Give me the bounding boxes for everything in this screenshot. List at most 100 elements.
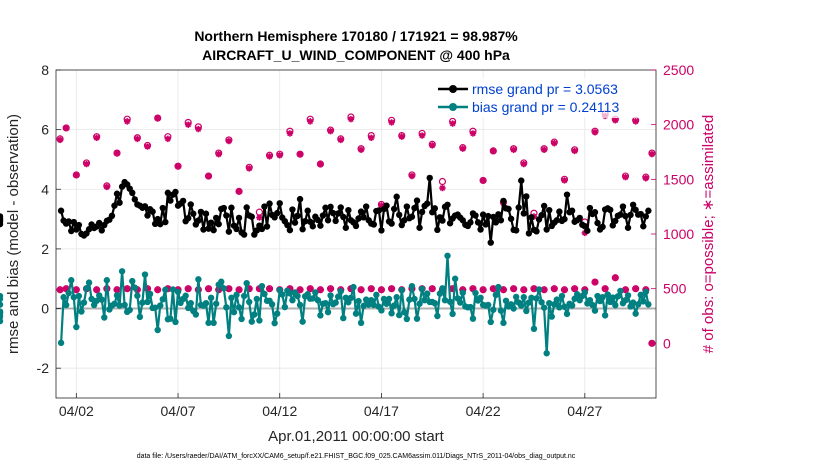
- bias-point-201: [568, 302, 576, 309]
- bias-point-2: [62, 301, 70, 309]
- obs-assimilated-marker-41: [469, 130, 477, 137]
- obs-low-assimilated-marker-42: [479, 286, 487, 293]
- x-tick-label-1: 04/07: [161, 403, 196, 419]
- bias-point-122: [368, 296, 375, 304]
- bias-point-174: [500, 319, 507, 327]
- obs-assimilated-marker-4: [93, 134, 100, 141]
- bias-point-110: [337, 288, 344, 295]
- y-right-axis-ticks: 0 500 1000 1500 2000 2500: [651, 62, 694, 351]
- y-right-tick-label-0: 0: [663, 335, 671, 351]
- rmse-point-226: [632, 206, 639, 214]
- rmse-point-43: [167, 197, 174, 204]
- bias-point-218: [612, 302, 619, 309]
- bias-point-45: [172, 318, 179, 326]
- obs-assimilated-marker-11: [164, 135, 172, 143]
- rmse-point-223: [624, 224, 632, 231]
- bias-point-214: [601, 312, 609, 319]
- y-right-axis-label: # of obs: o=possible; ∗=assimilated: [700, 115, 717, 354]
- rmse-point-148: [434, 226, 441, 234]
- bias-point-226: [632, 310, 639, 317]
- legend-bias-label: bias grand pr = 0.24113: [472, 99, 619, 115]
- bias-point-130: [388, 310, 395, 317]
- obs-assimilated-marker-46: [520, 160, 527, 168]
- rmse-point-164: [474, 219, 482, 226]
- plot-area: [56, 70, 656, 398]
- bias-point-137: [406, 296, 413, 303]
- rmse-point-195: [553, 217, 561, 224]
- bias-point-66: [225, 332, 233, 340]
- obs-low-assimilated-marker-21: [266, 285, 273, 292]
- bias-point-230: [642, 288, 650, 296]
- bias-point-28: [129, 277, 136, 285]
- rmse-point-140: [413, 197, 421, 204]
- obs-low-assimilated-marker-4: [93, 286, 100, 293]
- rmse-point-183: [523, 193, 530, 200]
- obs-low-assimilated-marker-27: [327, 285, 334, 292]
- rmse-point-125: [375, 207, 383, 214]
- rmse-point-16: [98, 227, 105, 234]
- rmse-point-23: [116, 199, 123, 206]
- bias-point-232: [0, 301, 4, 308]
- bias-point-140: [413, 315, 421, 322]
- rmse-point-59: [207, 219, 215, 226]
- obs-assimilated-marker-52: [581, 229, 589, 237]
- rmse-point-97: [304, 207, 311, 214]
- bias-point-71: [238, 315, 245, 323]
- rmse-point-40: [159, 204, 166, 212]
- bias-point-91: [289, 296, 296, 304]
- obs-possible-marker-38: [438, 177, 447, 186]
- bias-point-57: [202, 299, 210, 307]
- rmse-point-191: [543, 226, 550, 233]
- rmse-point-136: [403, 203, 411, 210]
- obs-low-assimilated-marker-20: [256, 285, 263, 292]
- bias-point-196: [556, 304, 563, 311]
- bias-point-144: [423, 290, 431, 297]
- bias-point-126: [378, 307, 385, 314]
- obs-low-assimilated-marker-41: [469, 285, 477, 292]
- rmse-point-37: [151, 220, 159, 228]
- rmse-point-177: [507, 215, 515, 222]
- bias-point-30: [134, 292, 141, 299]
- x-tick-label-3: 04/17: [364, 403, 399, 419]
- obs-assimilated-marker-48: [540, 146, 548, 154]
- rmse-point-189: [538, 212, 545, 219]
- rmse-point-28: [129, 189, 136, 197]
- rmse-point-20: [108, 212, 116, 220]
- obs-assimilated-marker-43: [490, 147, 497, 155]
- bias-point-60: [210, 319, 217, 327]
- bias-point-240: [0, 295, 4, 303]
- bias-point-120: [362, 296, 370, 303]
- rmse-point-117: [355, 215, 362, 222]
- rmse-point-70: [235, 214, 243, 222]
- bias-point-191: [543, 350, 550, 357]
- rmse-point-221: [619, 203, 627, 210]
- obs-low-assimilated-marker-2: [73, 286, 80, 293]
- obs-low-assimilated-marker-13: [185, 285, 192, 292]
- obs-assimilated-marker-37: [429, 142, 436, 149]
- obs-assimilated-marker-8: [134, 135, 141, 143]
- rmse-point-5: [70, 218, 77, 226]
- bias-point-101: [314, 296, 322, 304]
- bias-point-10: [83, 285, 90, 292]
- obs-low-assimilated-marker-1: [62, 285, 70, 292]
- obs-low-assimilated-marker-32: [378, 286, 385, 293]
- rmse-point-21: [111, 202, 118, 209]
- rmse-point-52: [190, 210, 197, 217]
- rmse-point-139: [411, 204, 418, 212]
- rmse-point-95: [299, 226, 306, 233]
- bias-point-169: [487, 318, 494, 326]
- rmse-point-33: [141, 203, 149, 210]
- obs-low-assimilated-marker-49: [551, 285, 558, 292]
- rmse-point-94: [296, 195, 304, 203]
- bias-point-149: [436, 290, 444, 297]
- bias-point-14: [93, 297, 100, 304]
- bias-point-74: [246, 298, 253, 306]
- bias-point-106: [327, 292, 334, 299]
- obs-assimilated-marker-45: [510, 146, 517, 154]
- bias-point-170: [490, 306, 497, 313]
- rmse-point-153: [446, 220, 454, 227]
- rmse-point-230: [642, 213, 650, 220]
- rmse-point-111: [340, 213, 347, 221]
- bias-line: [60, 254, 650, 355]
- rmse-point-60: [210, 226, 217, 234]
